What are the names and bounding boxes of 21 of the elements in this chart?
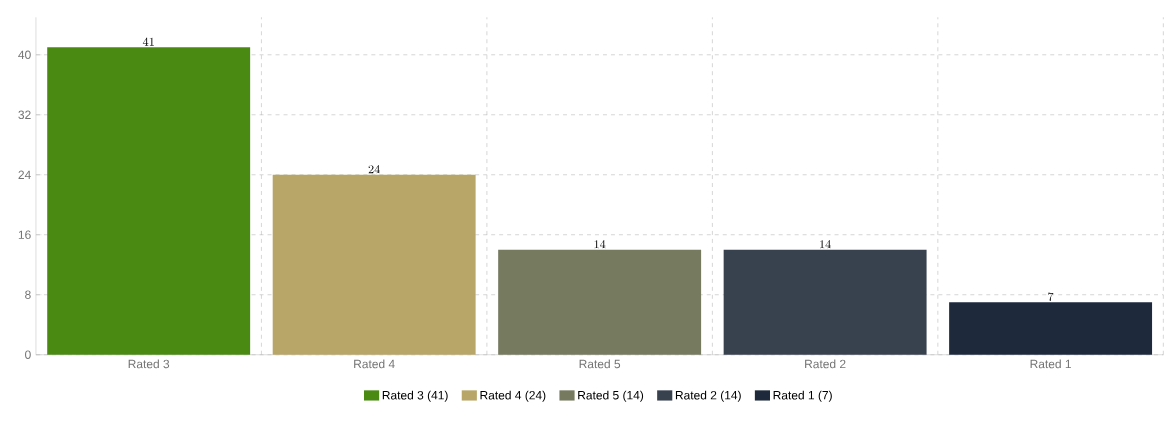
x-tick-label: Rated 1 xyxy=(1030,359,1071,369)
legend-label: Rated 4 (24) xyxy=(480,390,546,403)
legend-label: Rated 2 (14) xyxy=(675,390,741,403)
legend-label: Rated 5 (14) xyxy=(578,390,644,403)
legend-label: Rated 3 (41) xyxy=(382,390,448,403)
y-tick-label: 24 xyxy=(18,170,31,180)
data-label: 7 xyxy=(1048,292,1054,302)
legend-label: Rated 1 (7) xyxy=(773,390,832,403)
data-label: 24 xyxy=(368,165,380,174)
y-tick-label: 16 xyxy=(18,230,31,240)
data-label: 41 xyxy=(142,37,154,46)
y-tick-label: 0 xyxy=(25,350,31,360)
data-label: 14 xyxy=(594,240,606,249)
y-tick-label: 32 xyxy=(18,110,31,120)
x-tick-label: Rated 3 xyxy=(128,359,170,369)
x-tick-label: Rated 4 xyxy=(354,359,395,369)
x-tick-label: Rated 2 xyxy=(805,359,846,369)
x-tick-label: Rated 5 xyxy=(579,359,621,369)
y-tick-label: 40 xyxy=(18,50,31,60)
data-label: 14 xyxy=(820,240,831,249)
y-tick-label: 8 xyxy=(25,290,31,300)
